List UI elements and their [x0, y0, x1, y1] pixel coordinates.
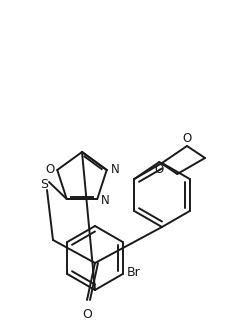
Text: O: O — [155, 163, 164, 176]
Text: N: N — [101, 194, 110, 207]
Text: O: O — [45, 163, 54, 176]
Text: S: S — [40, 178, 48, 192]
Text: O: O — [182, 132, 192, 145]
Text: O: O — [82, 308, 92, 321]
Text: N: N — [111, 163, 119, 176]
Text: Br: Br — [127, 265, 141, 278]
